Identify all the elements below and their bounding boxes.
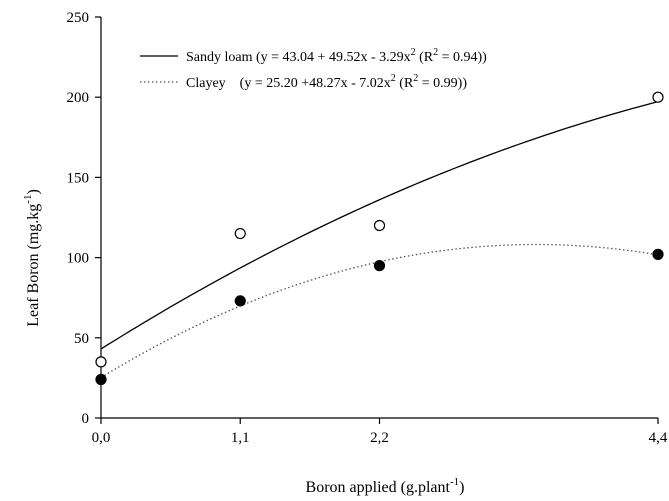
data-point-clayey	[652, 248, 664, 260]
fit-curve-sandy-loam	[100, 101, 659, 350]
y-tick-label: 200	[67, 90, 90, 106]
x-axis-ticks: 0,0 1,1 2,2 4,4	[92, 418, 668, 446]
data-point-sandy-loam	[234, 227, 246, 240]
data-points	[95, 91, 664, 386]
legend-entry-sandy-loam: Sandy loam (y = 43.04 + 49.52x - 3.29x2 …	[140, 47, 487, 65]
data-point-sandy-loam	[652, 91, 664, 103]
x-tick-label: 0,0	[92, 430, 111, 446]
y-tick-label: 100	[67, 251, 90, 267]
y-tick-label: 150	[67, 170, 90, 186]
x-tick-label: 1,1	[231, 430, 250, 446]
data-point-clayey	[234, 295, 246, 307]
y-tick-label: 0	[82, 411, 90, 427]
x-tick-label: 2,2	[370, 430, 389, 446]
data-point-clayey	[373, 260, 386, 272]
data-point-sandy-loam	[95, 356, 107, 368]
x-tick-label: 4,4	[649, 430, 668, 446]
legend-label-sandy-loam: Sandy loam (y = 43.04 + 49.52x - 3.29x2 …	[186, 47, 487, 65]
legend-entry-clayey: Clayey (y = 25.20 +48.27x - 7.02x2 (R2 =…	[140, 73, 467, 91]
y-tick-label: 50	[74, 331, 89, 347]
x-axis-title: Boron applied (g.plant-1)	[306, 476, 465, 496]
data-point-sandy-loam	[373, 219, 386, 232]
legend: Sandy loam (y = 43.04 + 49.52x - 3.29x2 …	[140, 47, 487, 91]
legend-label-clayey: Clayey (y = 25.20 +48.27x - 7.02x2 (R2 =…	[186, 73, 467, 91]
y-axis-ticks: 0 50 100 150 200 250	[67, 10, 101, 427]
fit-curves	[100, 101, 659, 379]
data-point-clayey	[95, 373, 107, 386]
y-axis-title: Leaf Boron (mg.kg-1)	[22, 189, 42, 327]
y-tick-label: 250	[67, 10, 90, 26]
